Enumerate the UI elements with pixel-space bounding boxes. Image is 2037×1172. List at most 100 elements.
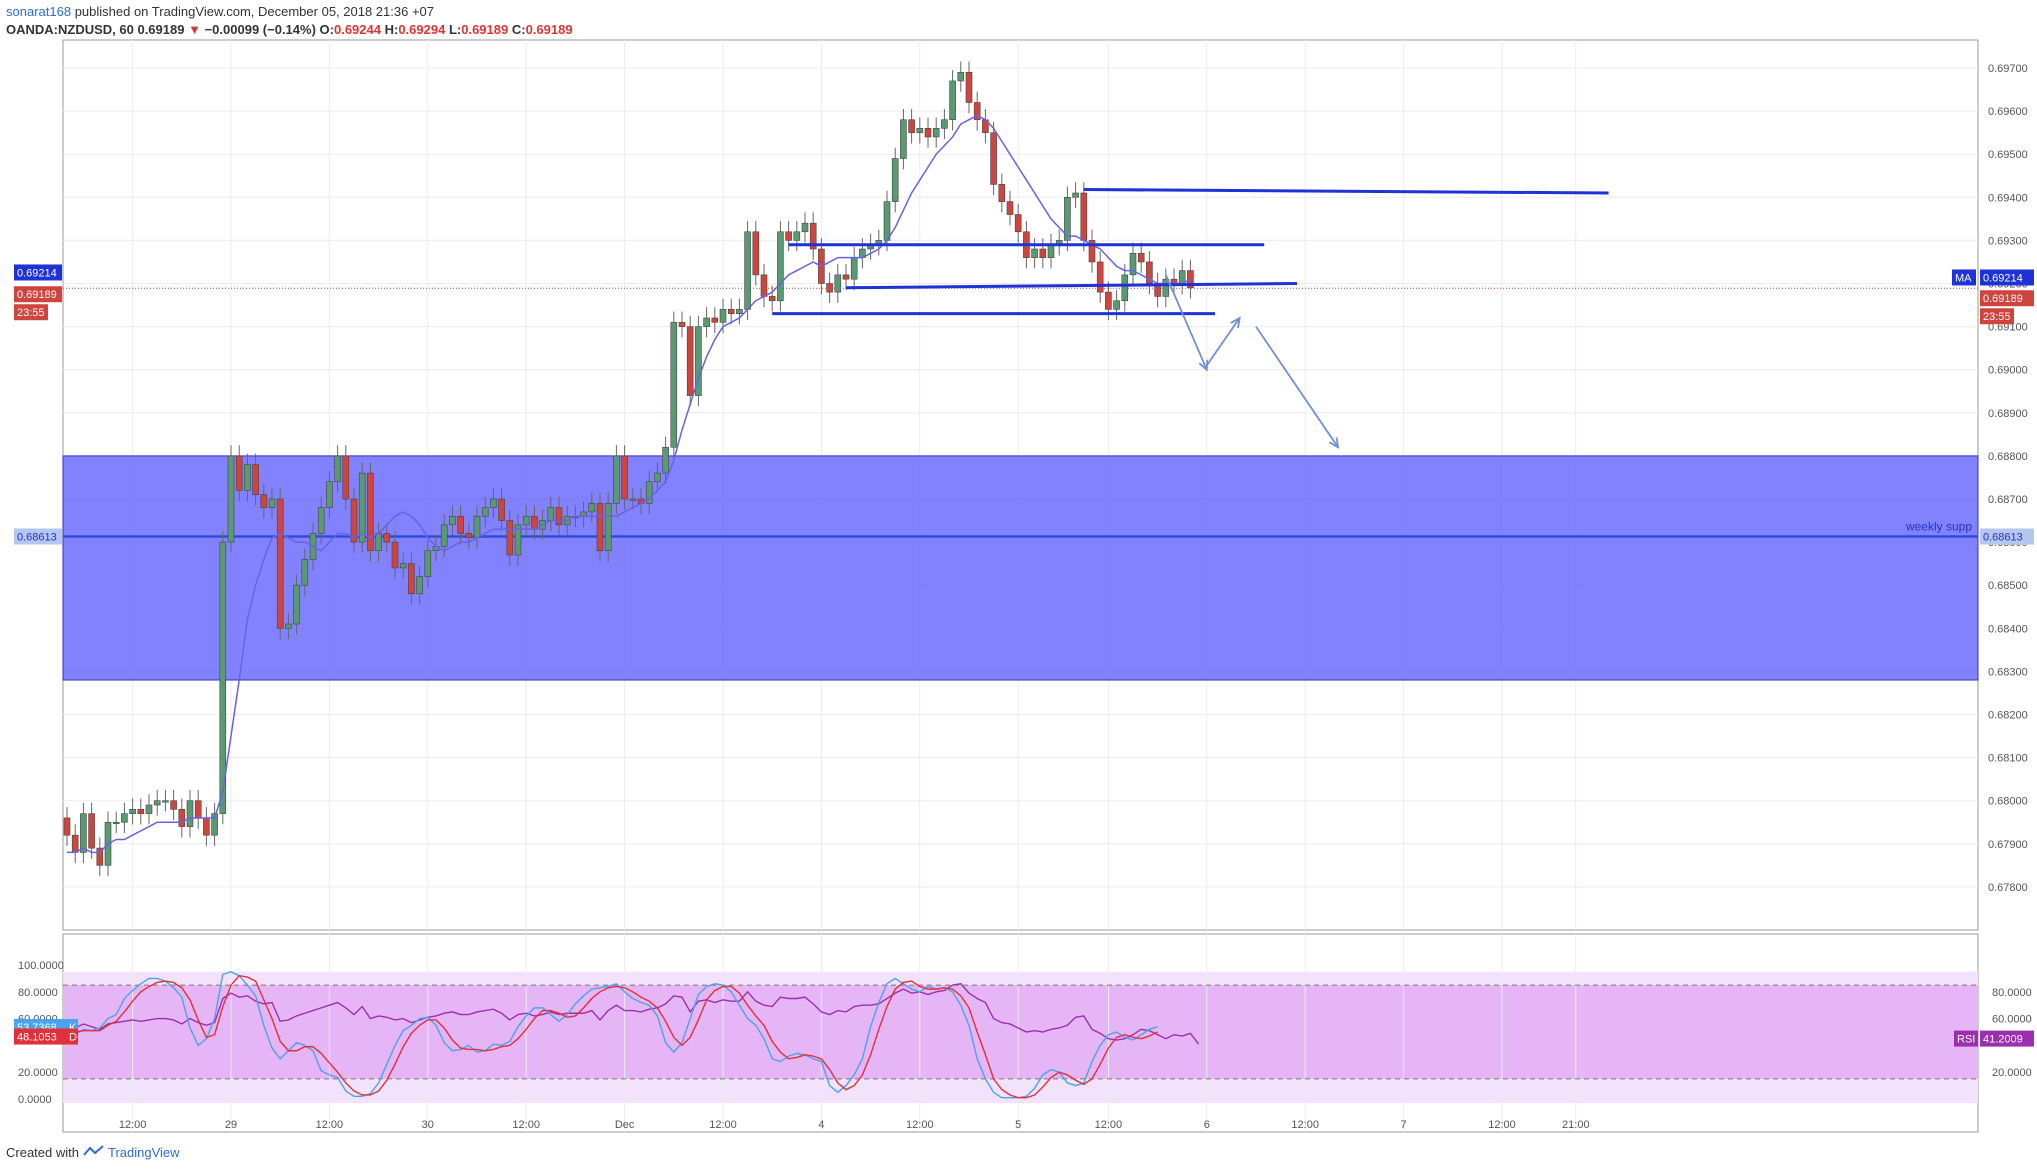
time-axis-tick: 12:00 [1291, 1119, 1319, 1131]
candle-body [317, 507, 325, 534]
candle-body [785, 231, 792, 241]
left-last-badge: 0.69189 [17, 289, 57, 301]
last-price-badge-bg [1980, 290, 2034, 307]
ma-value-badge-bg [1980, 269, 2034, 286]
candle-body [1121, 274, 1129, 302]
candle-body [850, 257, 858, 280]
candle-body [1006, 201, 1014, 215]
ma-label-badge: MA [1955, 272, 1972, 284]
projection-arrow-head [1328, 437, 1340, 449]
candle-body [613, 455, 620, 504]
candle-body [424, 550, 432, 577]
candle-body [719, 309, 727, 323]
ma-value-badge: 0.69214 [1983, 272, 2023, 284]
candle-body [949, 80, 956, 121]
candle-body [695, 326, 702, 396]
candle-body [760, 274, 768, 297]
candle-body [801, 222, 809, 233]
last-price-badge: 0.69189 [1983, 293, 2023, 305]
symbol-label: OANDA:NZDUSD, 60 [6, 22, 134, 37]
weekly-support-zone [62, 455, 1979, 681]
candle-body [391, 541, 399, 569]
candle-body [941, 119, 948, 129]
ohlc-legend: OANDA:NZDUSD, 60 0.69189 ▼ −0.00099 (−0.… [6, 22, 573, 37]
stoch-d-label-badge: D [69, 1032, 77, 1044]
left-zone-badge-bg [14, 528, 62, 545]
candle-body [998, 184, 1006, 202]
time-axis-tick: 4 [818, 1119, 824, 1131]
candle-body [686, 326, 694, 396]
stoch-d-line [66, 974, 1158, 1099]
candle-body [350, 498, 358, 543]
candle-body [276, 498, 284, 629]
tradingview-link[interactable]: TradingView [108, 1145, 180, 1160]
stoch-left-tick: 80.0000 [18, 987, 58, 999]
candle-body [629, 498, 637, 501]
time-axis-tick: 12:00 [316, 1119, 344, 1131]
created-with-text: Created with [6, 1145, 79, 1160]
candle-body [1072, 192, 1079, 198]
candle-body [301, 559, 309, 586]
price-axis-tick: 0.69500 [1988, 149, 2028, 161]
candle-body [440, 524, 448, 547]
candle-body [924, 128, 932, 138]
author-link[interactable]: sonarat168 [6, 4, 72, 19]
candle-body [285, 623, 292, 629]
published-text: published on TradingView.com, December 0… [74, 4, 434, 19]
candle-body [596, 503, 604, 552]
time-axis-tick: 29 [225, 1119, 237, 1131]
price-axis-tick: 0.67800 [1988, 882, 2028, 894]
high-value: 0.69294 [398, 22, 446, 37]
candle-body [916, 128, 924, 133]
rsi-inner-band [63, 985, 1978, 1079]
candle-body [514, 524, 522, 556]
zone-label: weekly supp [1905, 519, 1972, 533]
time-axis-tick: 12:00 [1095, 1119, 1123, 1131]
candle-body [793, 231, 801, 241]
candle-body [244, 464, 251, 491]
candle-body [399, 563, 407, 569]
candle-body [1113, 300, 1120, 310]
price-axis-tick: 0.69000 [1988, 365, 2028, 377]
candle-body [219, 541, 227, 814]
candle-body [826, 283, 833, 293]
stoch-left-tick: 20.0000 [18, 1067, 58, 1079]
time-axis-tick: 21:00 [1562, 1119, 1590, 1131]
moving-average-line [67, 114, 1191, 854]
ma-label-badge-bg [1952, 269, 1976, 286]
price-axis-tick: 0.67900 [1988, 839, 2028, 851]
candle-body [965, 72, 973, 103]
stoch-k-label-badge: K [69, 1022, 77, 1034]
price-axis-tick: 0.69300 [1988, 235, 2028, 247]
candle-body [1014, 214, 1022, 233]
left-countdown-badge-bg [14, 304, 48, 321]
candle-body [703, 317, 710, 327]
price-axis-tick: 0.68400 [1988, 623, 2028, 635]
candle-body [973, 102, 981, 121]
projection-arrow-line [1255, 326, 1339, 448]
candle-body [1039, 248, 1047, 258]
projection-arrow-line [1164, 274, 1208, 371]
candle-body [1088, 240, 1096, 263]
time-axis-tick: 12:00 [906, 1119, 934, 1131]
candle-body [383, 533, 391, 543]
time-axis-tick: 12:00 [709, 1119, 737, 1131]
candle-body [137, 809, 145, 814]
high-label: H: [384, 22, 399, 37]
candle-body [752, 231, 760, 276]
candle-body [1137, 253, 1145, 263]
candle-body [358, 472, 366, 543]
horizontal-level-line [845, 282, 1298, 290]
open-value: 0.69244 [333, 22, 381, 37]
price-axis-tick: 0.68900 [1988, 408, 2028, 420]
candle-body [449, 515, 456, 526]
candle-body [604, 503, 612, 552]
candle-body [1162, 278, 1170, 297]
candle-body [63, 817, 71, 836]
candle-body [112, 821, 120, 825]
candle-body [457, 515, 464, 534]
left-zone-badge: 0.68613 [17, 531, 57, 543]
open-label: O: [319, 22, 334, 37]
last-price: 0.69189 [137, 22, 185, 37]
